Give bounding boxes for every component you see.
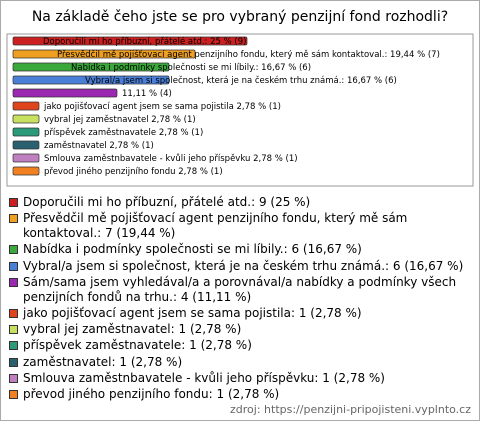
bar-label: Smlouva zaměstnbavatele - kvůli jeho pří… (44, 153, 298, 164)
legend-item: zaměstnavatel: 1 (2,78 %) (9, 355, 471, 370)
legend-swatch (9, 341, 18, 351)
bar-label: Nabídka i podmínky společnosti se mi líb… (71, 62, 311, 73)
legend-label: Přesvědčil mě pojišťovací agent penzijní… (23, 211, 408, 241)
legend-swatch (9, 373, 18, 383)
bar-label: Vybral/a jsem si společnost, která je na… (85, 75, 397, 86)
legend: Doporučili mi ho příbuzní, přátelé atd.:… (9, 195, 471, 403)
bar (12, 153, 40, 163)
bar (12, 49, 196, 59)
legend-item: Přesvědčil mě pojišťovací agent penzijní… (9, 211, 471, 241)
bar (12, 36, 248, 46)
bar-area: Doporučili mi ho příbuzní, přátelé atd.:… (6, 33, 474, 187)
bar (12, 127, 40, 137)
chart-title: Na základě čeho jste se pro vybraný penz… (31, 9, 449, 25)
legend-swatch (9, 277, 18, 287)
bar (12, 88, 118, 98)
legend-swatch (9, 261, 18, 271)
legend-label: jako pojišťovací agent jsem se sama poji… (23, 305, 362, 320)
legend-item: Smlouva zaměstnbavatele - kvůli jeho pří… (9, 371, 471, 386)
bar (12, 101, 40, 111)
legend-item: Doporučili mi ho příbuzní, přátelé atd.:… (9, 195, 471, 210)
bar-label: jako pojišťovací agent jsem se sama poji… (43, 101, 281, 112)
bar-label: 11,11 % (4) (122, 89, 172, 99)
legend-swatch (9, 198, 18, 207)
bar-label: vybral jej zaměstnavatel 2,78 % (1) (44, 115, 196, 125)
legend-item: Sám/sama jsem vyhledával/a a porovnával/… (9, 275, 471, 305)
bar (12, 62, 170, 72)
legend-label: Sám/sama jsem vyhledával/a a porovnával/… (23, 274, 457, 304)
bar-label: převod jiného penzijního fondu 2,78 % (1… (44, 166, 223, 177)
legend-item: jako pojišťovací agent jsem se sama poji… (9, 306, 471, 321)
legend-swatch (9, 357, 18, 367)
legend-swatch (9, 389, 18, 399)
plot-frame (6, 33, 474, 187)
bar (12, 166, 40, 176)
legend-item: příspěvek zaměstnavatele: 1 (2,78 %) (9, 338, 471, 353)
legend-label: příspěvek zaměstnavatele: 1 (2,78 %) (23, 338, 252, 353)
legend-label: zaměstnavatel: 1 (2,78 %) (23, 354, 183, 369)
legend-label: Doporučili mi ho příbuzní, přátelé atd.:… (23, 195, 311, 209)
legend-label: Vybral/a jsem si společnost, která je na… (23, 258, 464, 273)
legend-item: vybral jej zaměstnavatel: 1 (2,78 %) (9, 322, 471, 337)
bar-label: Přesvědčil mě pojišťovací agent penzijní… (57, 49, 440, 60)
bar-label: Doporučili mi ho příbuzní, přátelé atd.:… (43, 36, 246, 47)
bar (12, 75, 170, 85)
bar-label: příspěvek zaměstnavatele 2,78 % (1) (44, 128, 203, 138)
legend-item: převod jiného penzijního fondu: 1 (2,78 … (9, 387, 471, 402)
bar-label: zaměstnavatel 2,78 % (1) (44, 141, 154, 151)
legend-label: vybral jej zaměstnavatel: 1 (2,78 %) (23, 322, 242, 337)
legend-label: Smlouva zaměstnbavatele - kvůli jeho pří… (23, 370, 385, 385)
legend-item: Vybral/a jsem si společnost, která je na… (9, 259, 471, 274)
legend-swatch (9, 245, 18, 255)
bar (12, 114, 40, 124)
bar (12, 140, 40, 150)
legend-swatch (9, 325, 18, 335)
legend-item: Nabídka i podmínky společnosti se mi líb… (9, 242, 471, 257)
legend-swatch (9, 308, 18, 318)
legend-swatch (9, 214, 18, 224)
legend-label: převod jiného penzijního fondu: 1 (2,78 … (23, 386, 280, 401)
legend-label: Nabídka i podmínky společnosti se mi líb… (23, 242, 362, 257)
source: zdroj: https://penzijni-pripojisteni.vyp… (230, 403, 471, 416)
